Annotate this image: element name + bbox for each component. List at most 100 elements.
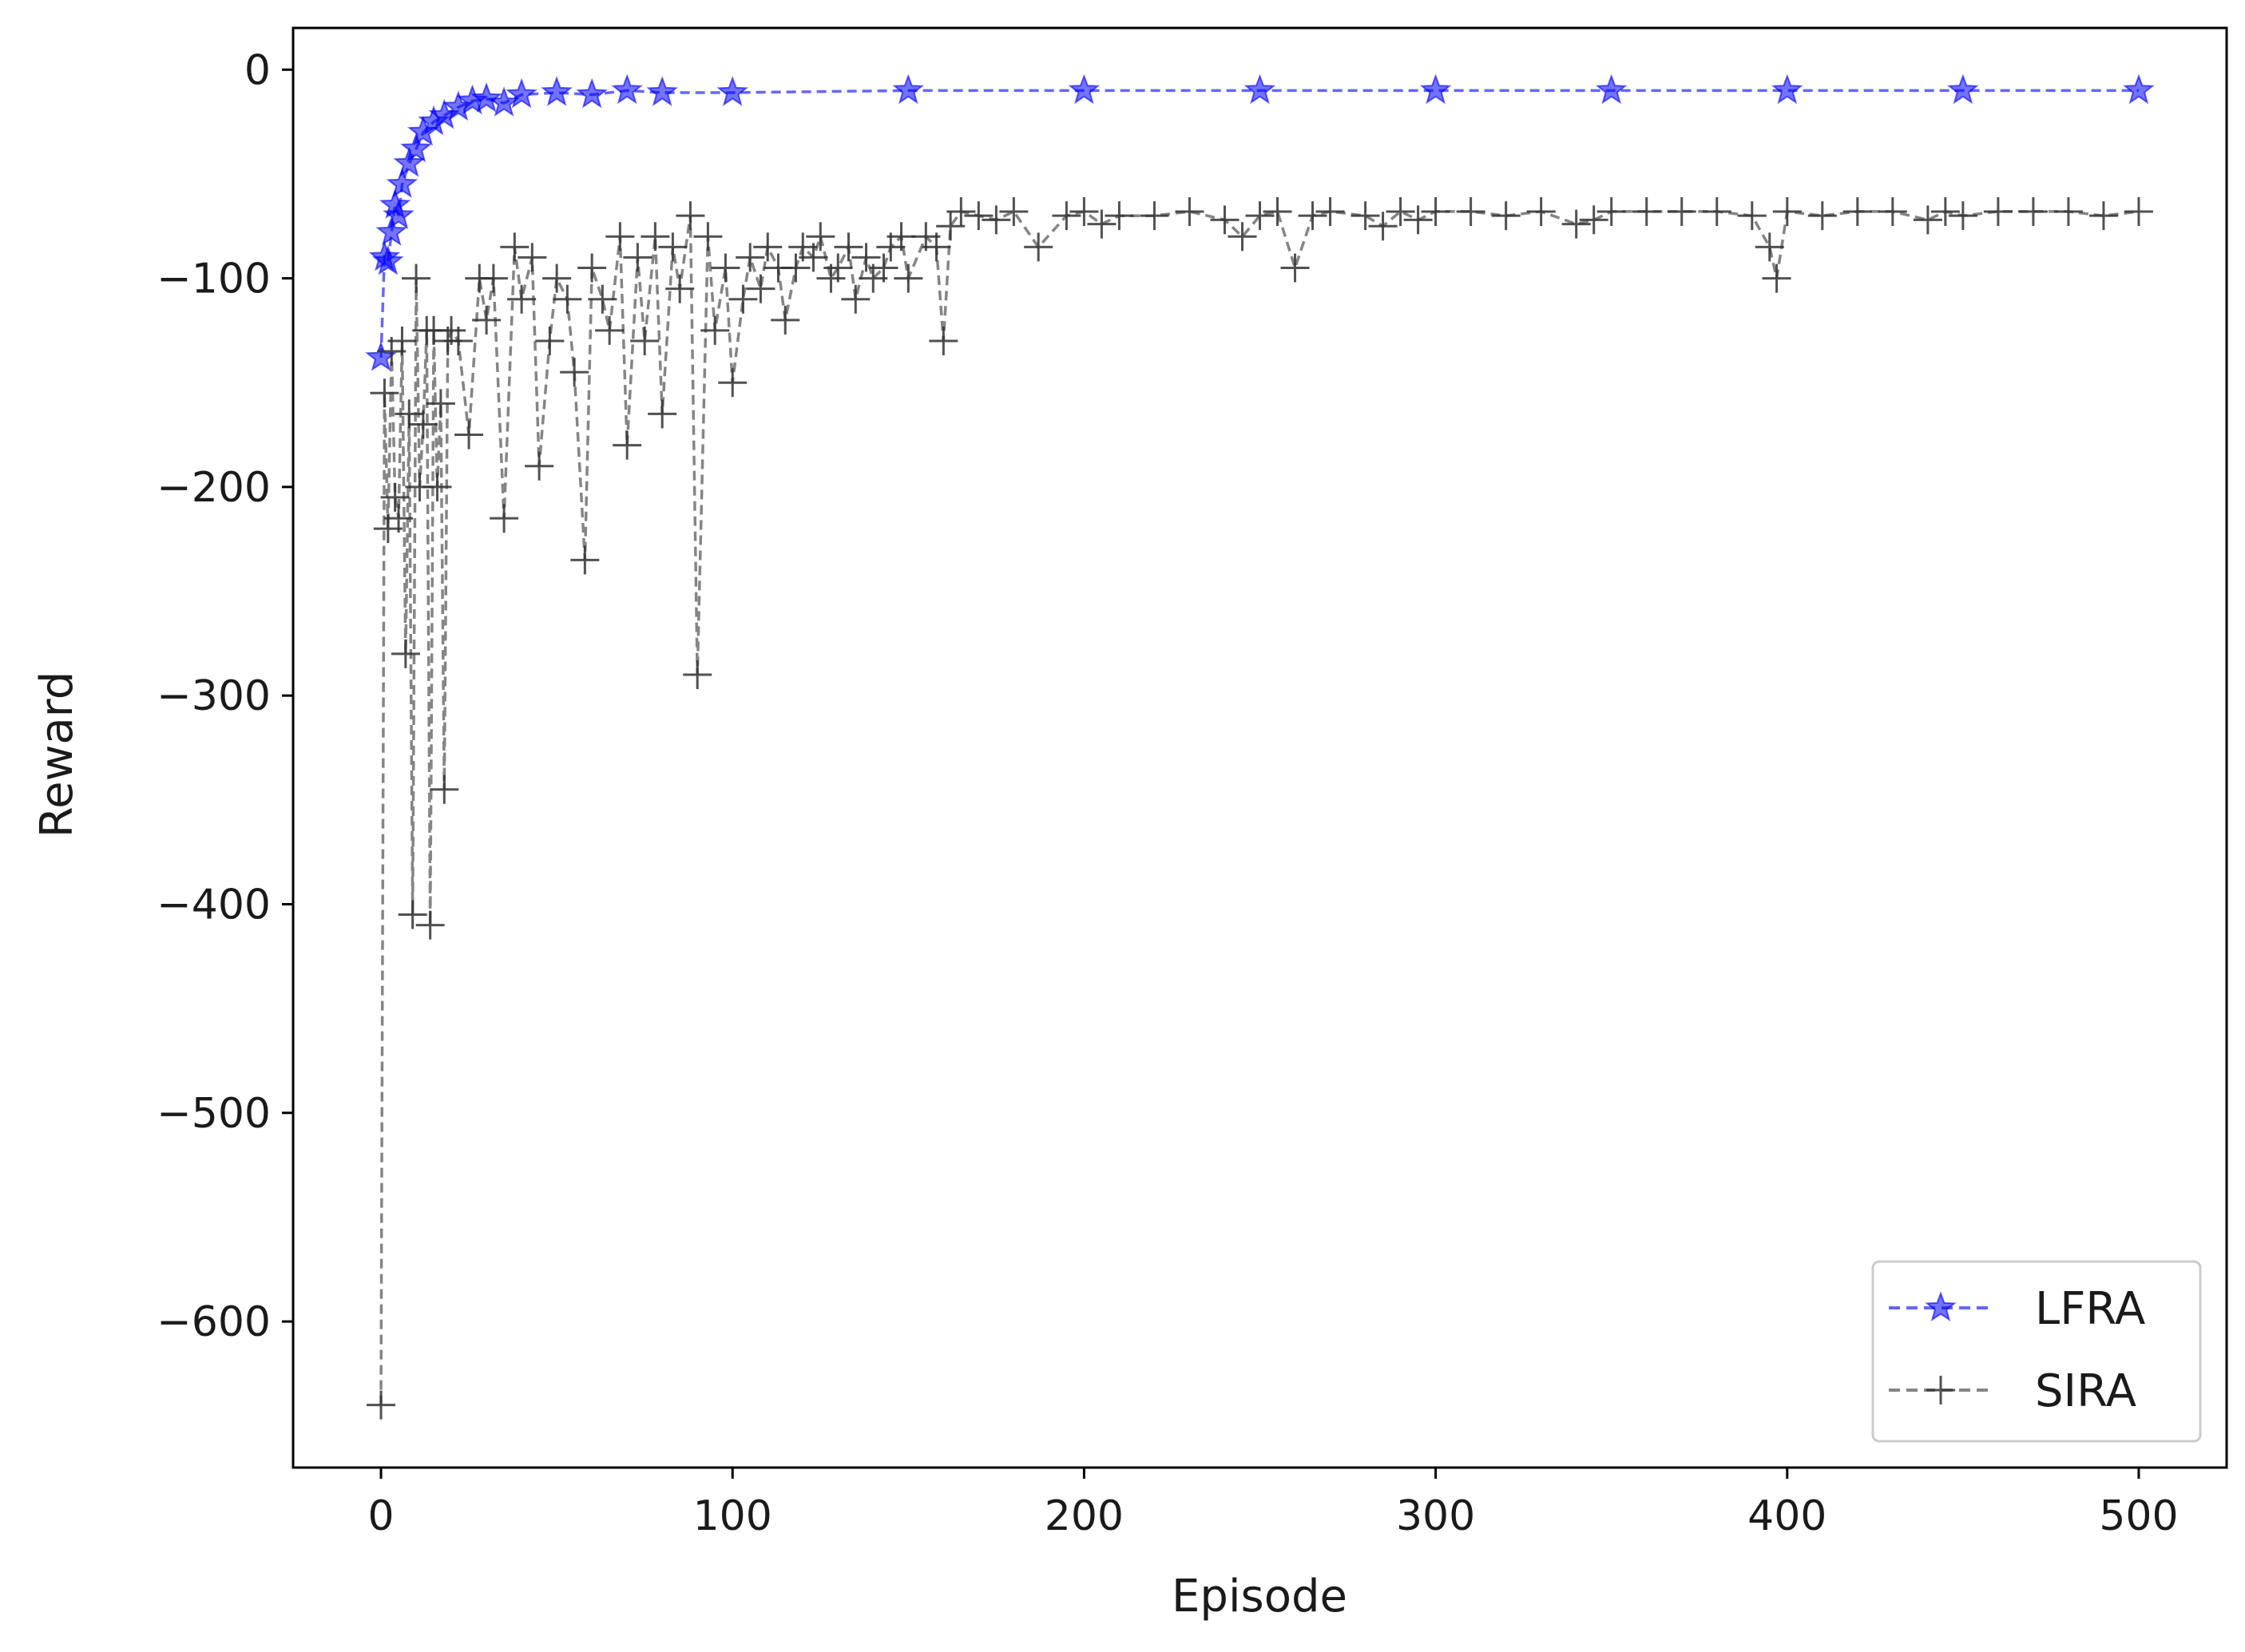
data-point-sira	[1772, 196, 1802, 226]
data-point-sira	[1632, 196, 1661, 226]
data-point-lfra	[1771, 73, 1803, 105]
data-point-lfra	[1068, 73, 1101, 105]
data-point-sira	[1175, 196, 1204, 226]
data-point-sira	[613, 430, 642, 460]
data-point-sira	[1024, 232, 1053, 262]
data-point-sira	[1456, 196, 1485, 226]
data-point-sira	[1403, 205, 1433, 235]
data-point-sira	[886, 222, 916, 252]
series-lfra	[365, 73, 2155, 371]
data-point-sira	[443, 326, 473, 355]
data-point-sira	[728, 284, 758, 314]
data-point-sira	[1280, 253, 1310, 283]
x-tick-label: 300	[1396, 1492, 1475, 1540]
data-point-lfra	[488, 86, 520, 117]
data-point-sira	[1842, 196, 1872, 226]
data-point-sira	[1210, 205, 1240, 235]
data-point-sira	[700, 315, 730, 345]
plot-frame	[292, 26, 2228, 1469]
data-point-sira	[964, 201, 994, 231]
data-point-sira	[367, 1390, 396, 1420]
data-point-sira	[746, 274, 775, 303]
data-point-sira	[676, 201, 705, 231]
data-point-sira	[518, 243, 547, 272]
data-point-sira	[736, 243, 765, 272]
data-point-lfra	[716, 76, 749, 106]
data-point-sira	[2124, 196, 2153, 226]
data-point-sira	[946, 196, 976, 226]
data-point-sira	[500, 232, 530, 262]
data-point-sira	[623, 243, 652, 272]
data-point-sira	[1351, 201, 1380, 231]
y-tick-label: −600	[157, 1298, 271, 1346]
data-point-sira	[834, 232, 863, 262]
data-point-sira	[982, 205, 1011, 235]
x-tick-label: 0	[367, 1492, 394, 1540]
data-point-sira	[641, 222, 670, 252]
data-point-sira	[841, 284, 871, 314]
data-point-sira	[781, 253, 811, 283]
data-point-sira	[402, 263, 431, 293]
data-point-sira	[1263, 196, 1292, 226]
data-point-sira	[525, 451, 554, 481]
legend-label: SIRA	[2035, 1365, 2136, 1417]
data-point-sira	[553, 284, 582, 314]
data-point-sira	[380, 482, 410, 512]
y-axis-label: Reward	[31, 671, 83, 838]
data-point-sira	[869, 253, 898, 283]
data-point-sira	[1421, 196, 1450, 226]
data-point-sira	[384, 504, 414, 533]
y-tick-label: −100	[157, 256, 271, 303]
data-point-sira	[1667, 196, 1696, 226]
data-point-sira	[753, 232, 783, 262]
data-point-lfra	[375, 216, 408, 246]
data-point-sira	[490, 504, 519, 533]
data-point-sira	[1052, 201, 1081, 231]
legend: LFRA SIRA	[1871, 1260, 2202, 1443]
data-point-sira	[936, 212, 966, 241]
legend-box	[1871, 1260, 2202, 1443]
data-point-sira	[415, 910, 445, 940]
data-point-sira	[1807, 201, 1837, 231]
data-point-sira	[718, 368, 748, 398]
data-point-sira	[1948, 201, 1977, 231]
data-point-sira	[929, 326, 958, 355]
data-point-sira	[799, 243, 828, 272]
x-tick-label: 500	[2099, 1492, 2178, 1540]
data-point-sira	[1298, 201, 1327, 231]
data-point-sira	[1368, 212, 1398, 241]
data-point-sira	[507, 284, 537, 314]
data-point-sira	[588, 284, 617, 314]
data-point-lfra	[2123, 73, 2155, 105]
data-point-sira	[2053, 196, 2083, 226]
data-point-lfra	[576, 77, 609, 109]
data-point-sira	[577, 253, 607, 283]
x-tick-label: 400	[1747, 1492, 1827, 1540]
data-point-sira	[1561, 209, 1591, 239]
data-point-sira	[683, 660, 712, 690]
data-point-sira	[1386, 196, 1415, 226]
data-point-sira	[648, 399, 677, 429]
data-point-sira	[542, 263, 572, 293]
y-tick-label: −400	[157, 881, 271, 929]
data-point-sira	[922, 232, 951, 262]
data-point-sira	[387, 326, 417, 355]
data-point-sira	[1596, 196, 1626, 226]
data-point-lfra	[1243, 73, 1276, 105]
data-point-sira	[430, 774, 459, 804]
data-point-sira	[806, 222, 835, 252]
x-axis: 0 100 200 300 400 500	[367, 1468, 2179, 1540]
data-point-lfra	[892, 73, 925, 105]
data-point-sira	[693, 222, 723, 252]
y-tick-label: −200	[157, 464, 271, 512]
data-point-sira	[630, 326, 660, 355]
data-point-sira	[1245, 201, 1275, 231]
data-point-sira	[454, 420, 484, 450]
y-tick-label: −500	[157, 1090, 271, 1138]
y-tick-label: −300	[157, 672, 271, 720]
data-point-sira	[711, 253, 740, 283]
data-point-lfra	[611, 73, 644, 105]
data-point-sira	[665, 274, 695, 303]
data-point-sira	[570, 545, 600, 575]
